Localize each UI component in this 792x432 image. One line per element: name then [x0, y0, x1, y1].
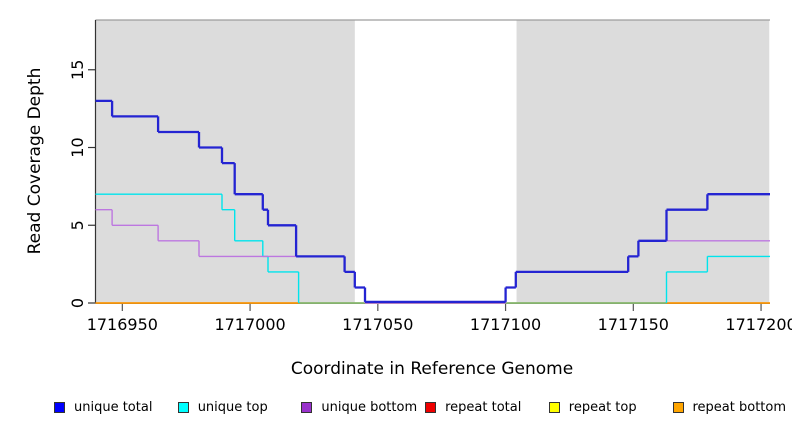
legend-swatch-unique-top [177, 401, 189, 413]
legend-item-unique-top: unique top [177, 397, 268, 417]
legend-label-unique-total: unique total [74, 399, 153, 415]
x-tick-label: 1716950 [87, 315, 158, 334]
legend-item-repeat-bottom: repeat bottom [672, 397, 787, 417]
legend-label-unique-top: unique top [197, 399, 268, 415]
y-axis-title: Read Coverage Depth [25, 68, 45, 255]
legend-item-repeat-total: repeat total [425, 397, 521, 417]
legend-label-repeat-top: repeat top [568, 399, 637, 415]
legend-label-unique-bottom: unique bottom [321, 399, 418, 415]
x-tick-label: 1717000 [214, 315, 285, 334]
x-axis-title: Coordinate in Reference Genome [291, 359, 573, 379]
legend: unique total unique top unique bottom repea… [0, 397, 792, 421]
y-tick-label: 15 [68, 60, 87, 80]
x-tick-label: 1717150 [598, 315, 669, 334]
legend-label-repeat-bottom: repeat bottom [692, 399, 787, 415]
x-tick-label: 1717100 [470, 315, 541, 334]
series-line-unique-total [95, 99, 770, 304]
y-tick-label: 10 [68, 137, 87, 157]
legend-swatch-unique-total [54, 401, 65, 413]
legend-swatch-repeat-top [548, 401, 560, 413]
legend-label-repeat-total: repeat total [445, 399, 522, 415]
x-tick-label: 1717050 [342, 315, 413, 334]
y-tick-label: 0 [68, 298, 87, 308]
legend-swatch-repeat-total [425, 401, 437, 413]
x-tick-label: 1717200 [725, 315, 792, 334]
legend-swatch-unique-bottom [301, 401, 313, 413]
y-tick-label: 5 [68, 220, 87, 230]
legend-item-repeat-top: repeat top [548, 397, 637, 417]
legend-item-unique-total: unique total [54, 397, 152, 417]
shaded-region-1 [516, 20, 770, 304]
legend-item-unique-bottom: unique bottom [301, 397, 417, 417]
legend-swatch-repeat-bottom [672, 401, 684, 413]
